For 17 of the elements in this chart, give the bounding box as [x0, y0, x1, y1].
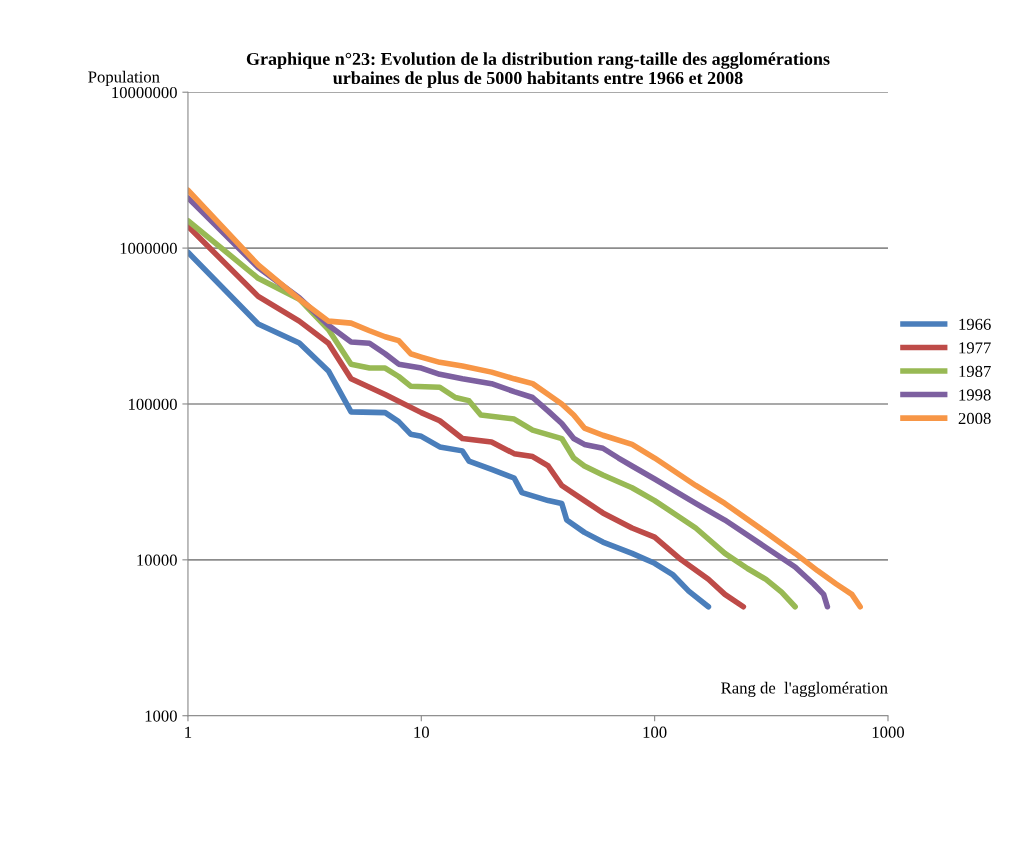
x-tick-label: 100 [643, 726, 667, 738]
y-axis-title: Population [88, 70, 160, 86]
legend-label: 1987 [959, 365, 991, 378]
x-tick-label: 1 [185, 726, 192, 738]
legend-label: 1998 [959, 389, 991, 401]
y-tick-label: 1000000 [120, 242, 177, 255]
x-tick-label: 10 [414, 726, 429, 738]
y-tick-label: 10000000 [112, 86, 177, 99]
chart-title: Graphique n°23: Evolution de la distribution rang-taille des agglomérations urbaines de plus de 5000 habitants entre 1966 et 2008 [246, 52, 830, 88]
x-axis-title: Rang de l'agglomération [721, 681, 888, 698]
y-tick-label: 1000 [145, 710, 177, 722]
legend-label: 1966 [959, 318, 991, 330]
y-tick-label: 10000 [137, 554, 177, 566]
legend-label: 1977 [959, 342, 991, 354]
y-tick-label: 100000 [129, 398, 177, 410]
x-tick-label: 1000 [872, 726, 905, 738]
legend-label: 2008 [958, 412, 991, 425]
